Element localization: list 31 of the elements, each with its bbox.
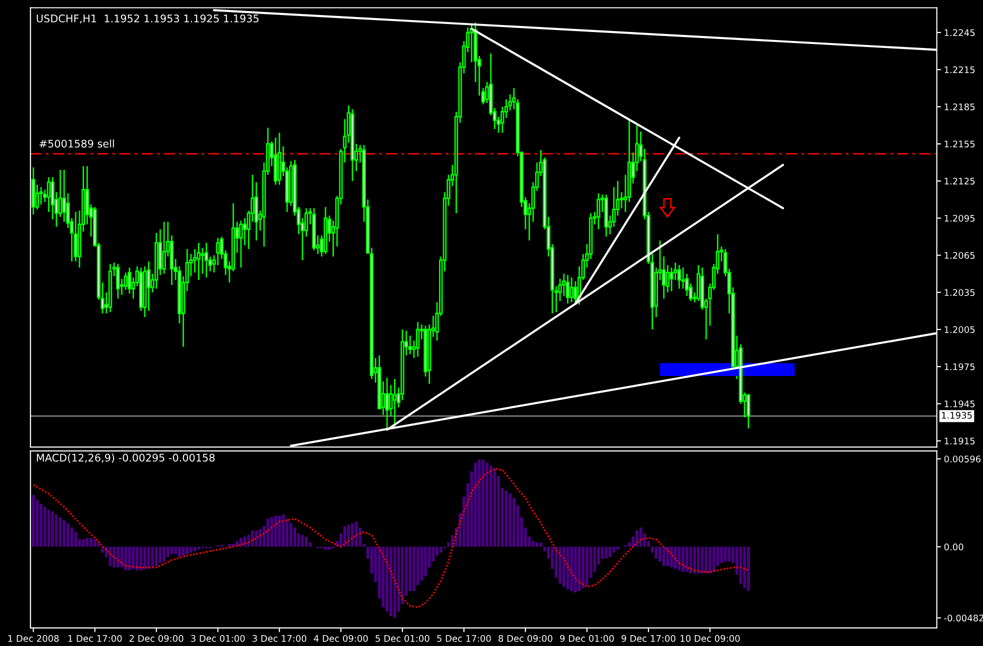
y-tick-label: 1.2035 (944, 289, 975, 296)
y-tick-label: 0.00596 (944, 456, 981, 462)
y-tick-label: 1.2215 (944, 66, 975, 74)
x-tick-label: 10 Dec 09:00 (680, 635, 740, 642)
y-tick-label: 1.1945 (944, 400, 975, 408)
x-tick-label: 5 Dec 01:00 (376, 635, 430, 642)
x-tick-label: 1 Dec 17:00 (68, 635, 122, 642)
y-tick-label: 1.2185 (944, 103, 975, 110)
y-tick-label: 1.1975 (944, 363, 975, 370)
x-tick-label: 5 Dec 17:00 (437, 635, 491, 642)
x-tick-label: 3 Dec 17:00 (252, 635, 306, 642)
x-tick-label: 2 Dec 09:00 (130, 635, 184, 642)
x-tick-label: 9 Dec 01:00 (560, 635, 614, 642)
y-tick-label: 1.2005 (944, 326, 975, 334)
ref-line-label: #5001589 sell (40, 140, 114, 148)
y-tick-label: 1.1915 (944, 438, 975, 444)
y-tick-label: 1.2125 (944, 178, 975, 185)
x-tick-label: 4 Dec 09:00 (314, 635, 368, 642)
y-tick-label: -0.00482 (944, 614, 983, 622)
y-tick-label: 1.2245 (944, 29, 975, 36)
y-tick-label: 1.2065 (944, 252, 975, 259)
x-tick-label: 9 Dec 17:00 (622, 635, 676, 642)
ref-line-label: 1.1935 (942, 412, 972, 419)
y-tick-label: 1.2155 (944, 140, 975, 148)
y-tick-label: 1.2095 (944, 214, 975, 222)
chart-title: MACD(12,26,9) -0.00295 -0.00158 (36, 454, 215, 463)
x-tick-label: 3 Dec 01:00 (191, 635, 245, 642)
y-tick-label: 0.00 (944, 544, 964, 550)
x-tick-label: 8 Dec 09:00 (498, 635, 552, 642)
text: USDCHF,H1 1.1952 1.1953 1.1925 1.1935 (36, 14, 258, 24)
x-tick-label: 1 Dec 2008 (8, 635, 59, 642)
